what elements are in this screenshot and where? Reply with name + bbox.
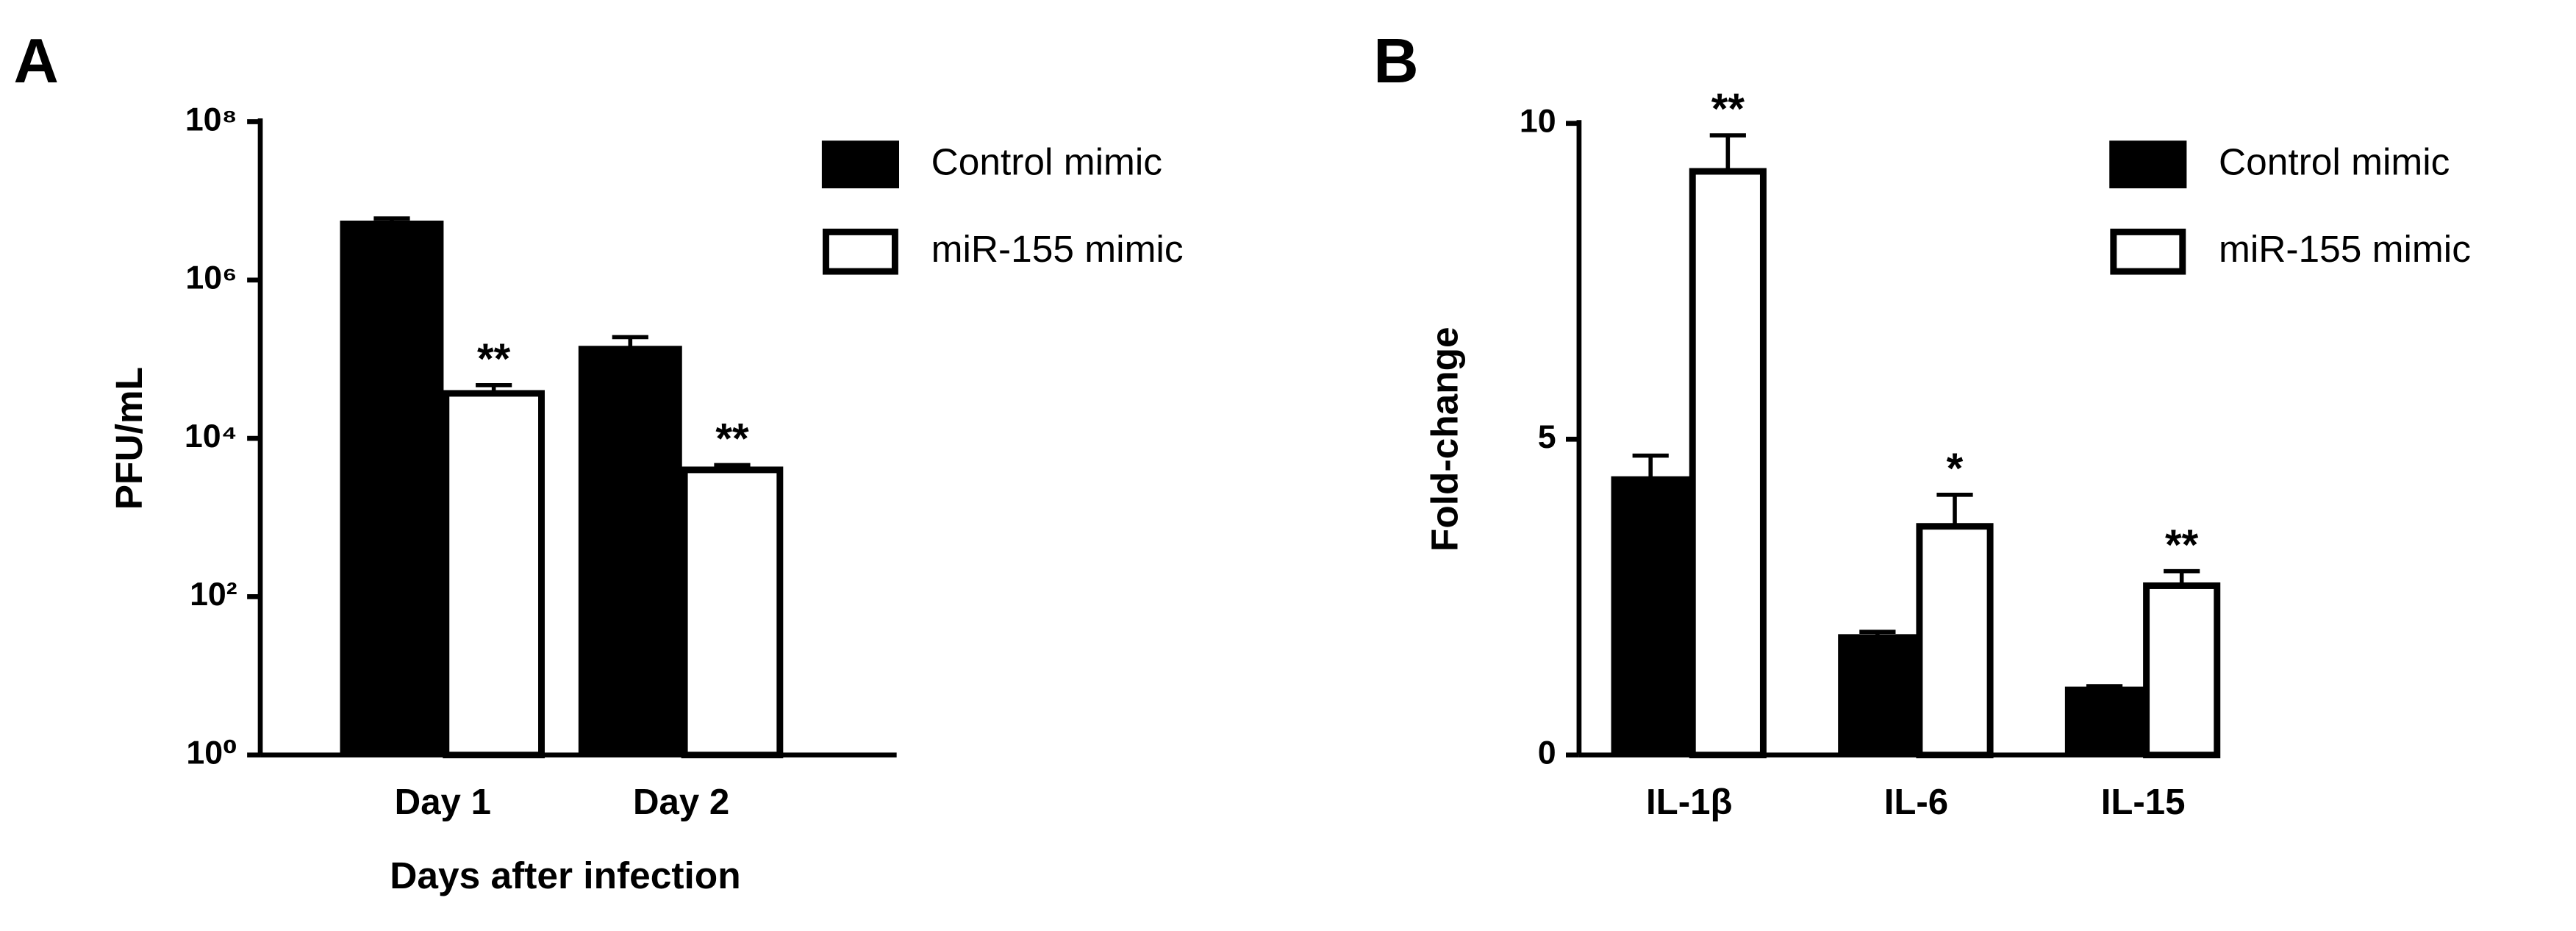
y-tick-label: 10⁸ (185, 101, 237, 138)
legend-swatch (2110, 228, 2186, 275)
y-tick-label: 0 (1538, 735, 1556, 771)
y-tick-label: 10⁴ (185, 418, 237, 454)
x-tick-label: Day 1 (395, 782, 491, 822)
bar (1611, 476, 1690, 756)
bar (578, 346, 682, 756)
legend-swatch (823, 228, 898, 275)
legend-label: Control mimic (931, 140, 1162, 182)
bar (2143, 582, 2221, 759)
y-tick-label: 10 (1520, 104, 1556, 140)
significance: ** (477, 335, 511, 383)
legend-label: Control mimic (2219, 140, 2450, 182)
x-axis-title: Days after infection (390, 854, 740, 896)
bar (443, 390, 545, 759)
legend-swatch (2109, 140, 2187, 189)
panel-label: A (14, 26, 59, 96)
y-tick-label: 10⁶ (185, 260, 237, 296)
x-tick-label: IL-1β (1646, 782, 1732, 822)
x-tick-label: IL-15 (2101, 782, 2186, 822)
y-tick-label: 5 (1538, 419, 1556, 455)
significance: ** (1711, 85, 1745, 133)
legend-label: miR-155 mimic (2219, 227, 2471, 270)
bar (1838, 634, 1917, 756)
panel-label: B (1373, 26, 1418, 96)
bar (1689, 168, 1767, 759)
significance: * (1947, 445, 1964, 493)
bar (2064, 686, 2144, 756)
y-axis-title: PFU/mL (107, 367, 150, 510)
significance: ** (2165, 521, 2199, 569)
legend-label: miR-155 mimic (931, 227, 1184, 270)
bar (340, 220, 444, 756)
x-tick-label: Day 2 (633, 782, 729, 822)
y-tick-label: 10² (190, 577, 237, 613)
x-tick-label: IL-6 (1884, 782, 1948, 822)
significance: ** (715, 415, 749, 463)
y-tick-label: 10⁰ (186, 735, 237, 771)
legend-swatch (821, 140, 900, 189)
y-axis-title: Fold-change (1423, 327, 1466, 552)
bar (1916, 523, 1994, 759)
bar (681, 466, 784, 759)
